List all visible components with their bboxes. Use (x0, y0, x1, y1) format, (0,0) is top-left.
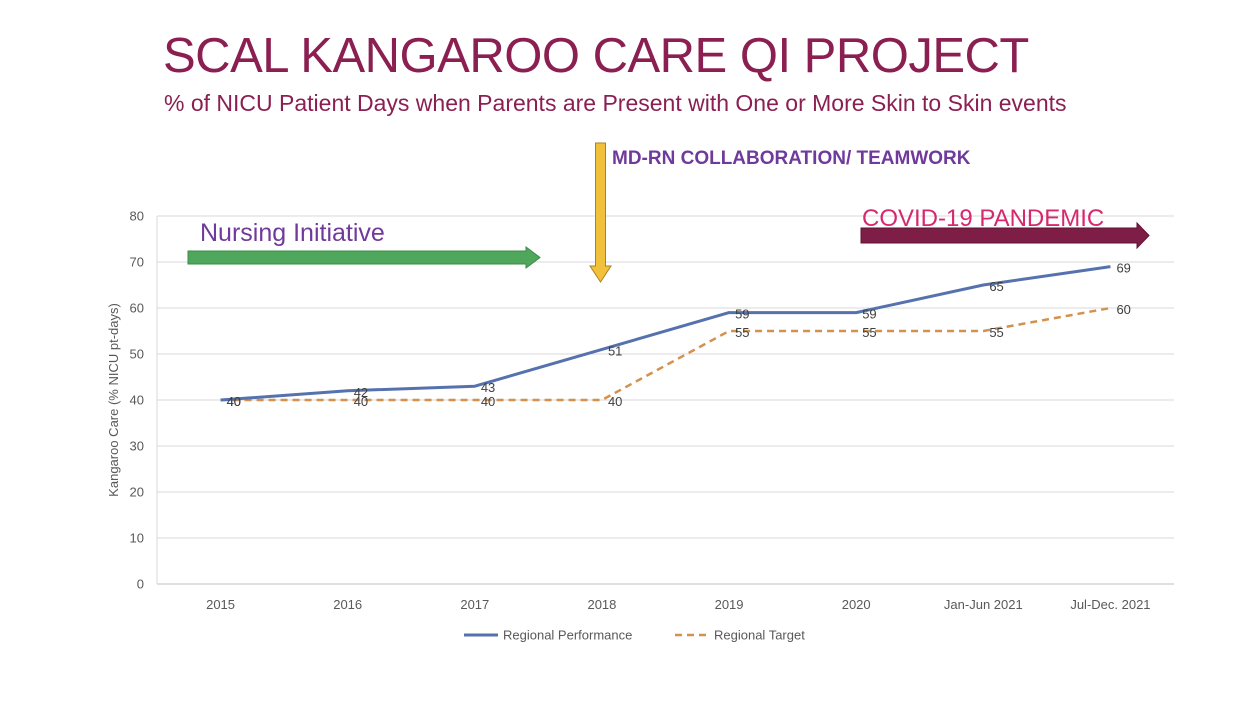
y-tick-label: 60 (130, 301, 144, 316)
x-tick-label: 2017 (460, 597, 489, 612)
y-tick-label: 20 (130, 485, 144, 500)
performance-data-label: 51 (608, 343, 622, 358)
y-tick-label: 70 (130, 255, 144, 270)
page-subtitle: % of NICU Patient Days when Parents are … (164, 90, 1067, 116)
target-data-label: 40 (227, 394, 241, 409)
y-axis-label: Kangaroo Care (% NICU pt-days) (106, 303, 121, 497)
y-tick-label: 0 (137, 577, 144, 592)
y-tick-label: 40 (130, 393, 144, 408)
covid-arrow-icon (860, 221, 1150, 250)
target-data-label: 55 (989, 325, 1003, 340)
target-data-label: 55 (735, 325, 749, 340)
performance-data-label: 59 (735, 307, 749, 322)
x-tick-label: 2019 (715, 597, 744, 612)
x-tick-label: 2015 (206, 597, 235, 612)
page-title: SCAL KANGAROO CARE QI PROJECT (163, 29, 1029, 83)
mdrn-collaboration-label: MD-RN COLLABORATION/ TEAMWORK (612, 148, 971, 169)
y-tick-label: 50 (130, 347, 144, 362)
performance-data-label: 69 (1116, 261, 1130, 276)
nursing-initiative-label: Nursing Initiative (200, 219, 385, 247)
performance-data-label: 59 (862, 307, 876, 322)
covid-pandemic-label: COVID-19 PANDEMIC (862, 205, 1104, 232)
legend-target-label: Regional Target (714, 628, 805, 643)
gridlines (157, 215, 1174, 539)
performance-data-label: 40 (227, 394, 241, 409)
target-data-label: 60 (1116, 302, 1130, 317)
target-data-label: 40 (354, 394, 368, 409)
performance-data-label: 65 (989, 279, 1003, 294)
x-tick-label: 2018 (587, 597, 616, 612)
y-tick-label: 30 (130, 439, 144, 454)
x-tick-label: 2020 (842, 597, 871, 612)
mdrn-arrow-icon (589, 142, 612, 283)
y-axis-ticks: 0 10 20 30 40 50 60 70 80 (130, 209, 144, 592)
target-data-label: 55 (862, 325, 876, 340)
x-tick-label: Jul-Dec. 2021 (1070, 597, 1150, 612)
performance-line (220, 265, 1111, 402)
target-data-label: 40 (481, 394, 495, 409)
nursing-arrow-icon (187, 246, 541, 269)
y-tick-label: 80 (130, 209, 144, 224)
legend-performance-label: Regional Performance (503, 628, 632, 643)
series-lines (220, 265, 1111, 402)
performance-data-label: 42 (354, 385, 368, 400)
y-tick-label: 10 (130, 531, 144, 546)
x-tick-label: 2016 (333, 597, 362, 612)
target-data-label: 40 (608, 394, 622, 409)
target-line (220, 306, 1111, 402)
legend: Regional Performance Regional Target (464, 628, 805, 643)
x-tick-label: Jan-Jun 2021 (944, 597, 1023, 612)
performance-data-label: 43 (481, 380, 495, 395)
x-axis-ticks: 2015 2016 2017 2018 2019 2020 Jan-Jun 2021 Jul-… (206, 597, 1150, 612)
